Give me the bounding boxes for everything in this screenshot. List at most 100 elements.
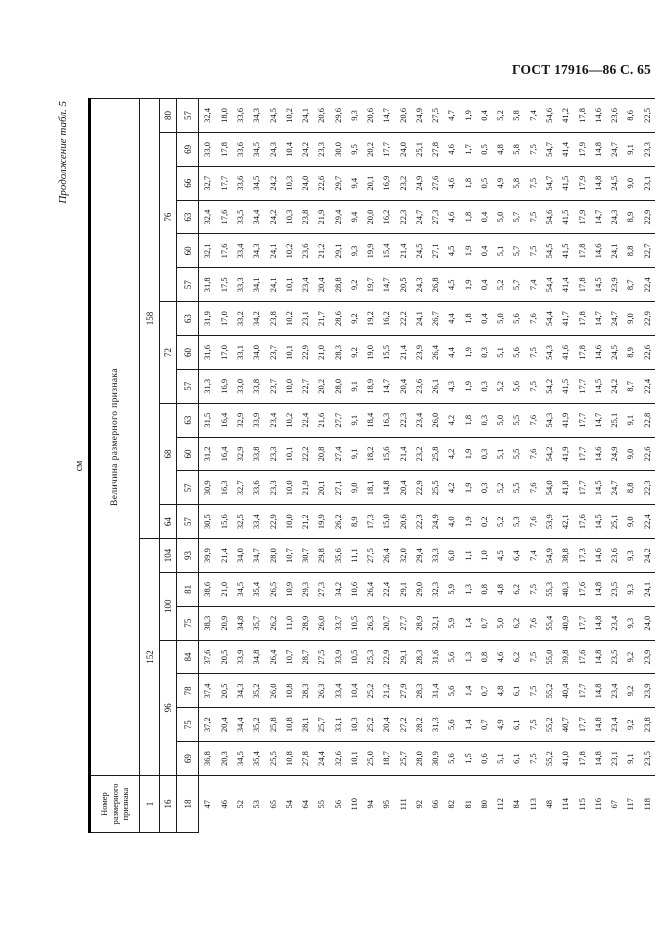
value-cell: 8,7 — [622, 267, 639, 302]
value-cell: 23,8 — [638, 707, 655, 742]
value-cell: 27,3 — [313, 572, 330, 607]
value-cell: 54,7 — [540, 132, 558, 167]
value-cell: 23,9 — [638, 640, 655, 674]
chest-group-header: 76 — [159, 132, 177, 302]
feature-number-cell: 81 — [459, 775, 476, 833]
value-cell: 9,4 — [345, 200, 362, 234]
value-cell: 25,5 — [264, 741, 281, 776]
value-cell: 18,1 — [361, 470, 379, 505]
value-cell: 38,6 — [198, 572, 216, 607]
value-cell: 37,4 — [198, 673, 216, 708]
value-cell: 24,1 — [264, 234, 281, 268]
feature-number-cell: 47 — [198, 775, 216, 833]
value-cell: 28,9 — [410, 606, 428, 641]
value-cell: 1,4 — [459, 673, 476, 708]
value-cell: 0,8 — [475, 640, 493, 674]
value-cell: 34,3 — [248, 98, 265, 133]
feature-number-cell: 110 — [345, 775, 362, 833]
value-cell: 41,5 — [557, 166, 574, 201]
feature-number-cell: 117 — [622, 775, 639, 833]
value-cell: 20,6 — [394, 98, 411, 133]
header-row-height: 1 152 158 — [139, 98, 160, 833]
value-cell: 16,9 — [378, 166, 395, 201]
value-cell: 15,6 — [378, 437, 395, 471]
value-cell: 10,2 — [280, 403, 297, 438]
value-cell: 1,8 — [459, 200, 476, 234]
value-cell: 17,9 — [573, 132, 590, 167]
value-cell: 1,5 — [459, 741, 476, 776]
value-cell: 9,0 — [622, 437, 639, 471]
value-cell: 34,5 — [248, 166, 265, 201]
value-cell: 5,7 — [508, 267, 525, 302]
value-cell: 18,4 — [361, 403, 379, 438]
value-cell: 17,6 — [573, 504, 590, 539]
value-cell: 9,3 — [622, 572, 639, 607]
value-cell: 35,2 — [248, 673, 265, 708]
value-cell: 23,6 — [410, 369, 428, 404]
value-cell: 10,9 — [280, 572, 297, 607]
value-cell: 55,2 — [540, 707, 558, 742]
value-cell: 4,0 — [443, 504, 460, 539]
value-cell: 21,7 — [313, 301, 330, 336]
value-cell: 23,8 — [296, 200, 314, 234]
value-cell: 4,4 — [443, 301, 460, 336]
value-cell: 22,6 — [638, 335, 655, 370]
value-cell: 34,2 — [248, 301, 265, 336]
waist-header: 75 — [176, 707, 199, 742]
value-cell: 24,7 — [605, 470, 623, 505]
value-cell: 30,9 — [198, 470, 216, 505]
value-cell: 4,5 — [443, 267, 460, 302]
value-cell: 4,3 — [443, 369, 460, 404]
value-cell: 28,8 — [329, 267, 346, 302]
waist-header: 57 — [176, 504, 199, 539]
value-cell: 0,7 — [475, 606, 493, 641]
value-cell: 10,2 — [280, 234, 297, 268]
value-cell: 24,2 — [296, 132, 314, 167]
value-cell: 15,4 — [378, 234, 395, 268]
value-cell: 14,8 — [589, 707, 606, 742]
value-cell: 31,6 — [198, 335, 216, 370]
value-cell: 5,6 — [443, 707, 460, 742]
value-cell: 24,1 — [264, 267, 281, 302]
value-cell: 7,6 — [524, 301, 541, 336]
value-cell: 0,4 — [475, 301, 493, 336]
feature-number-cell: 115 — [573, 775, 590, 833]
feature-number-cell: 66 — [427, 775, 444, 833]
value-cell: 23,2 — [394, 166, 411, 201]
value-cell: 26,2 — [264, 606, 281, 641]
value-cell: 24,7 — [605, 132, 623, 167]
value-cell: 54,3 — [540, 335, 558, 370]
value-cell: 28,2 — [410, 707, 428, 742]
value-cell: 32,1 — [198, 234, 216, 268]
value-cell: 55,2 — [540, 741, 558, 776]
value-cell: 25,5 — [427, 470, 444, 505]
waist-header: 78 — [176, 673, 199, 708]
value-cell: 22,6 — [313, 166, 330, 201]
value-cell: 25,7 — [394, 741, 411, 776]
value-cell: 17,9 — [573, 166, 590, 201]
value-cell: 0,3 — [475, 335, 493, 370]
value-cell: 9,0 — [622, 301, 639, 336]
value-cell: 32,0 — [394, 538, 411, 573]
value-cell: 5,1 — [492, 335, 509, 370]
value-cell: 9,3 — [345, 234, 362, 268]
value-cell: 19,2 — [361, 301, 379, 336]
value-cell: 28,6 — [329, 301, 346, 336]
value-cell: 41,9 — [557, 437, 574, 471]
value-cell: 24,0 — [638, 606, 655, 641]
value-cell: 17,8 — [573, 301, 590, 336]
value-cell: 22,3 — [410, 504, 428, 539]
value-cell: 29,0 — [410, 572, 428, 607]
value-cell: 23,7 — [264, 335, 281, 370]
value-cell: 1,3 — [459, 640, 476, 674]
value-cell: 24,0 — [394, 132, 411, 167]
feature-number-cell: 95 — [378, 775, 395, 833]
value-cell: 7,5 — [524, 166, 541, 201]
value-cell: 30,5 — [198, 504, 216, 539]
value-cell: 17,7 — [573, 606, 590, 641]
feature-number-cell: 54 — [280, 775, 297, 833]
feature-number-cell: 92 — [410, 775, 428, 833]
value-cell: 25,1 — [605, 504, 623, 539]
value-cell: 8,8 — [622, 234, 639, 268]
value-cell: 7,5 — [524, 572, 541, 607]
